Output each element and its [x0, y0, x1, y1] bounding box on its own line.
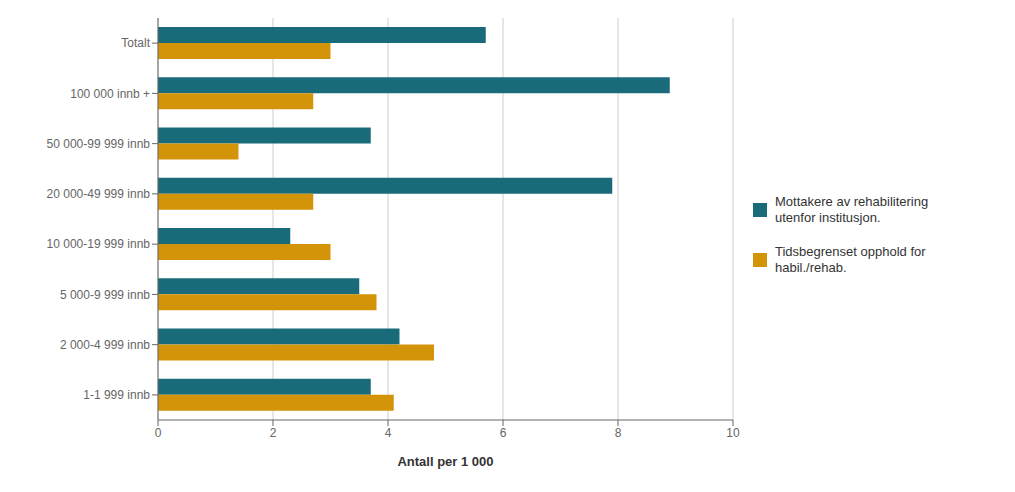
svg-text:2: 2: [270, 426, 277, 440]
svg-text:Totalt: Totalt: [121, 36, 150, 50]
svg-text:10: 10: [726, 426, 740, 440]
svg-text:10 000-19 999 innb: 10 000-19 999 innb: [47, 237, 151, 251]
svg-text:6: 6: [500, 426, 507, 440]
html-text:Tidsbegrenset opphold for habi: Tidsbegrenset opphold for habil./rehab.: [775, 244, 926, 275]
svg-text:20 000-49 999 innb: 20 000-49 999 innb: [47, 187, 151, 201]
svg-text:5 000-9 999 innb: 5 000-9 999 innb: [60, 288, 150, 302]
svg-text:4: 4: [385, 426, 392, 440]
html-text:Mottakere av rehabilitering ut: Mottakere av rehabilitering utenfor inst…: [775, 194, 929, 225]
svg-text:0: 0: [155, 426, 162, 440]
svg-text:Antall per 1 000: Antall per 1 000: [397, 454, 493, 469]
svg-text:8: 8: [615, 426, 622, 440]
svg-text:2 000-4 999 innb: 2 000-4 999 innb: [60, 338, 150, 352]
svg-text:50 000-99 999 innb: 50 000-99 999 innb: [47, 137, 151, 151]
svg-text:1-1 999 innb: 1-1 999 innb: [83, 388, 150, 402]
svg-text:100 000 innb +: 100 000 innb +: [70, 87, 150, 101]
